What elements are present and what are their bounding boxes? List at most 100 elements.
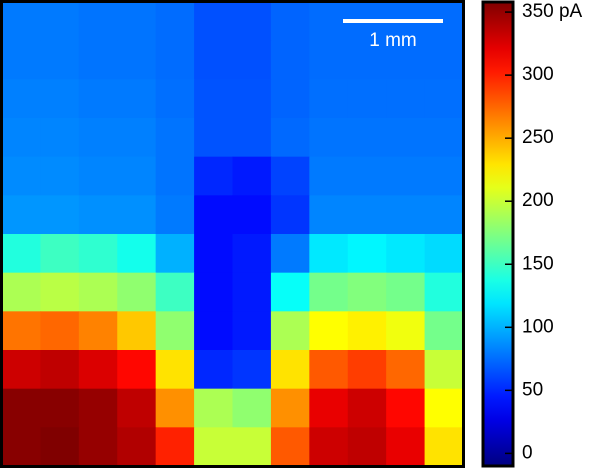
heat-cell (309, 2, 349, 42)
heat-cell (386, 40, 426, 80)
heat-cell (424, 234, 464, 274)
heat-cell (309, 388, 349, 428)
heat-cell (155, 427, 195, 467)
heat-cell (40, 388, 80, 428)
heat-cell (155, 350, 195, 390)
heat-cell (194, 311, 234, 351)
heat-cell (155, 40, 195, 80)
heat-cell (232, 2, 272, 42)
heat-cell (232, 234, 272, 274)
heat-cell (270, 40, 310, 80)
heat-cell (117, 234, 157, 274)
heat-cell (2, 40, 42, 80)
heat-cell (232, 195, 272, 235)
heat-cell (270, 427, 310, 467)
heat-cell (2, 195, 42, 235)
heat-cell (347, 350, 387, 390)
heat-cell (270, 311, 310, 351)
heat-cell (270, 350, 310, 390)
heat-cell (386, 118, 426, 158)
heat-cell (2, 272, 42, 312)
heat-cell (155, 156, 195, 196)
heat-cell (155, 79, 195, 119)
heat-cell (40, 118, 80, 158)
heat-cell (232, 311, 272, 351)
heat-cell (117, 79, 157, 119)
heat-cell (2, 79, 42, 119)
heat-cell (270, 79, 310, 119)
heat-cell (78, 118, 118, 158)
heat-cell (309, 234, 349, 274)
heat-cell (270, 156, 310, 196)
heat-cell (386, 79, 426, 119)
heat-cell (117, 118, 157, 158)
heat-cell (155, 234, 195, 274)
heat-cell (40, 40, 80, 80)
heat-cell (2, 427, 42, 467)
heat-cell (270, 234, 310, 274)
heat-cell (386, 156, 426, 196)
heat-cell (347, 427, 387, 467)
heat-cell (424, 272, 464, 312)
heat-cell (78, 40, 118, 80)
heat-cell (347, 234, 387, 274)
heat-cell (117, 427, 157, 467)
heat-cell (40, 427, 80, 467)
colorbar-tick-label: 350 pA (522, 1, 583, 22)
heat-cell (347, 118, 387, 158)
heat-cell (386, 350, 426, 390)
heat-cell (232, 40, 272, 80)
heat-cell (347, 272, 387, 312)
heat-cell (347, 156, 387, 196)
heat-cell (40, 272, 80, 312)
heat-cell (40, 350, 80, 390)
heat-cell (232, 388, 272, 428)
heat-cell (78, 234, 118, 274)
colorbar-tick-label: 250 (522, 127, 554, 148)
heat-cell (78, 79, 118, 119)
heat-cell (386, 388, 426, 428)
heat-cell (347, 195, 387, 235)
scale-label: 1 mm (369, 30, 417, 51)
colorbar-tick-label: 150 (522, 253, 554, 274)
heat-cell (424, 388, 464, 428)
heat-cell (194, 350, 234, 390)
colorbar-tick-label: 300 (522, 64, 554, 85)
heat-cell (309, 195, 349, 235)
heat-cell (194, 195, 234, 235)
heat-cell (270, 2, 310, 42)
heat-cell (347, 79, 387, 119)
heat-cell (424, 427, 464, 467)
heat-cell (78, 311, 118, 351)
map-frame (0, 0, 465, 468)
heat-cell (194, 118, 234, 158)
heat-cell (40, 311, 80, 351)
heat-cell (2, 388, 42, 428)
heat-cell (2, 234, 42, 274)
heat-cell (117, 388, 157, 428)
heat-cell (424, 79, 464, 119)
heat-cell (117, 2, 157, 42)
heat-cell (78, 350, 118, 390)
heat-cell (232, 350, 272, 390)
heat-cell (2, 350, 42, 390)
heat-cell (232, 79, 272, 119)
heat-cell (117, 40, 157, 80)
heat-cell (78, 2, 118, 42)
heat-cell (386, 427, 426, 467)
heat-cell (155, 195, 195, 235)
heat-cell (2, 2, 42, 42)
heat-cell (2, 156, 42, 196)
heat-cell (155, 388, 195, 428)
heat-cell (309, 40, 349, 80)
heat-cell (155, 272, 195, 312)
heat-cell (40, 156, 80, 196)
heat-cell (309, 350, 349, 390)
heat-cell (347, 311, 387, 351)
heat-cell (270, 388, 310, 428)
heat-cell (386, 311, 426, 351)
heat-cell (40, 2, 80, 42)
heat-cell (309, 156, 349, 196)
